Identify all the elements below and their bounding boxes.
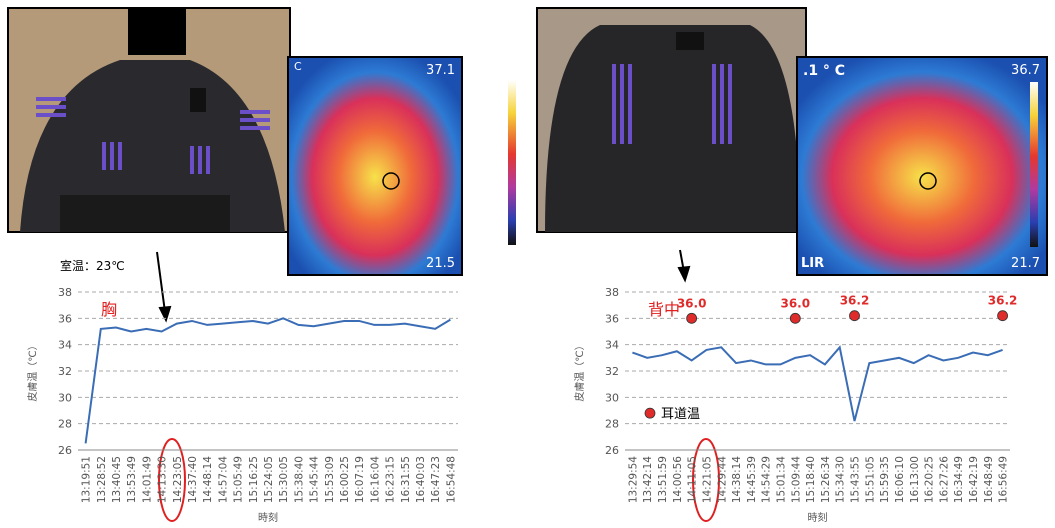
y-tick-label: 32 — [58, 365, 72, 378]
y-tick-label: 28 — [605, 418, 619, 431]
thermal-min: 21.7 — [1011, 256, 1040, 271]
line-series — [86, 318, 451, 443]
x-tick-label: 16:06:10 — [894, 456, 906, 503]
y-tick-label: 34 — [605, 339, 619, 352]
y-tick-label: 26 — [58, 444, 72, 457]
thermal-min: 21.5 — [426, 256, 455, 271]
x-tick-label: 14:57:04 — [217, 456, 229, 503]
x-axis-label: 時刻 — [808, 511, 828, 524]
x-tick-label: 14:29:44 — [716, 456, 728, 503]
x-tick-label: 14:01:49 — [141, 456, 153, 503]
ear-temp-point — [998, 311, 1008, 321]
x-tick-label: 14:38:14 — [731, 456, 743, 503]
y-axis-label: 皮膚温（℃） — [573, 340, 586, 401]
annotation: 室温：23℃ — [60, 258, 125, 273]
x-tick-label: 14:48:14 — [202, 456, 214, 503]
x-tick-label: 13:29:54 — [627, 456, 639, 503]
x-tick-label: 16:56:49 — [998, 456, 1010, 503]
x-tick-label: 13:19:51 — [81, 456, 93, 503]
data-label: 36.0 — [677, 296, 707, 310]
y-tick-label: 38 — [58, 286, 72, 299]
x-tick-label: 15:59:35 — [879, 456, 891, 503]
x-tick-label: 15:38:40 — [293, 456, 305, 503]
x-tick-label: 16:42:19 — [968, 456, 980, 503]
thermal-max: 37.1 — [426, 63, 455, 78]
x-tick-label: 15:34:30 — [835, 456, 847, 503]
ear-temp-point — [850, 311, 860, 321]
x-tick-label: 16:40:03 — [415, 456, 427, 503]
x-tick-label: 15:30:05 — [278, 456, 290, 503]
x-tick-label: 13:53:49 — [126, 456, 138, 503]
x-tick-label: 15:51:05 — [864, 456, 876, 503]
x-tick-label: 15:26:34 — [820, 456, 832, 503]
y-tick-label: 26 — [605, 444, 619, 457]
y-tick-label: 32 — [605, 365, 619, 378]
photo-back — [537, 8, 806, 232]
photo-front — [8, 8, 290, 232]
x-tick-label: 16:27:26 — [938, 456, 950, 503]
x-tick-label: 16:23:15 — [385, 456, 397, 503]
x-tick-label: 15:43:55 — [850, 456, 862, 503]
y-tick-label: 36 — [605, 312, 619, 325]
x-tick-label: 14:23:05 — [172, 456, 184, 503]
legend-label: 耳道温 — [661, 407, 700, 422]
x-tick-label: 15:18:40 — [805, 456, 817, 503]
x-tick-label: 15:01:34 — [775, 456, 787, 503]
x-tick-label: 14:21:05 — [701, 456, 713, 503]
x-tick-label: 14:00:56 — [672, 456, 684, 503]
legend-marker — [645, 408, 655, 418]
x-tick-label: 14:45:39 — [746, 456, 758, 503]
figure: C 37.1 21.5 .1 ° C 36.7 21.7 LIR 室温：23℃ … — [0, 0, 1055, 524]
x-tick-label: 16:34:49 — [953, 456, 965, 503]
thermal-max: 36.7 — [1011, 63, 1040, 78]
x-tick-label: 16:20:25 — [924, 456, 936, 503]
chart-title: 胸 — [101, 300, 117, 319]
x-tick-label: 16:54:48 — [445, 456, 457, 503]
x-tick-label: 15:16:25 — [248, 456, 260, 503]
data-label: 36.0 — [780, 296, 810, 310]
x-axis-label: 時刻 — [258, 511, 278, 524]
thermal-unit: C — [294, 60, 302, 73]
x-tick-label: 13:42:14 — [642, 456, 654, 503]
y-tick-label: 38 — [605, 286, 619, 299]
data-label: 36.2 — [988, 294, 1018, 308]
x-tick-label: 16:00:25 — [339, 456, 351, 503]
y-tick-label: 30 — [58, 391, 72, 404]
data-label: 36.2 — [840, 294, 870, 308]
chart-title: 背中 — [648, 300, 680, 319]
x-tick-label: 15:09:44 — [790, 456, 802, 503]
x-tick-label: 16:48:49 — [983, 456, 995, 503]
y-axis-label: 皮膚温（℃） — [26, 340, 39, 401]
x-tick-label: 14:54:29 — [761, 456, 773, 503]
x-tick-label: 16:07:19 — [354, 456, 366, 503]
x-tick-label: 14:13:30 — [157, 456, 169, 503]
thermal-brand: LIR — [801, 256, 824, 271]
y-tick-label: 28 — [58, 418, 72, 431]
x-tick-label: 13:28:52 — [96, 456, 108, 503]
thermal-back: .1 ° C 36.7 21.7 LIR — [797, 57, 1047, 275]
x-tick-label: 14:37:40 — [187, 456, 199, 503]
x-tick-label: 15:45:44 — [309, 456, 321, 503]
x-tick-label: 15:53:09 — [324, 456, 336, 503]
thermal-unit: .1 ° C — [803, 63, 845, 79]
x-tick-label: 13:51:59 — [657, 456, 669, 503]
thermal-front: C 37.1 21.5 — [288, 57, 516, 275]
y-tick-label: 36 — [58, 312, 72, 325]
ear-temp-point — [790, 313, 800, 323]
x-tick-label: 16:13:00 — [909, 456, 921, 503]
ear-temp-point — [687, 313, 697, 323]
x-tick-label: 16:47:23 — [430, 456, 442, 503]
x-tick-label: 13:40:45 — [111, 456, 123, 503]
x-tick-label: 16:16:04 — [369, 456, 381, 503]
y-tick-label: 34 — [58, 339, 72, 352]
x-tick-label: 14:11:05 — [687, 456, 699, 503]
y-tick-label: 30 — [605, 391, 619, 404]
x-tick-label: 16:31:55 — [400, 456, 412, 503]
x-tick-label: 15:24:05 — [263, 456, 275, 503]
x-tick-label: 15:05:49 — [233, 456, 245, 503]
